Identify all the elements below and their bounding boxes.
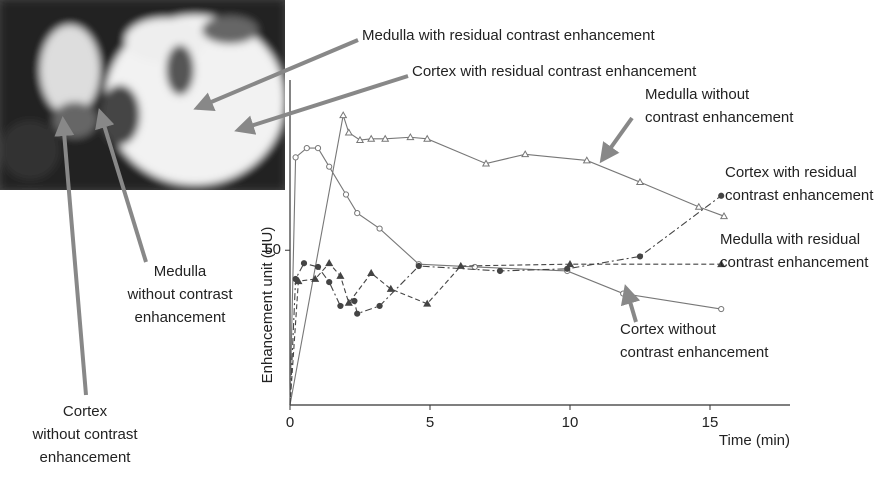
point [694, 202, 703, 210]
point [719, 211, 729, 220]
annotation: Medulla with residual contrast enhanceme… [362, 27, 655, 44]
annotation-arrow [95, 108, 148, 263]
annotation-arrow [54, 116, 88, 396]
annotation: Cortex without [620, 321, 717, 338]
point [339, 111, 348, 119]
series-line [289, 115, 725, 406]
x-tick-label: 10 [562, 414, 579, 431]
point [300, 260, 308, 267]
point [718, 305, 725, 313]
point [336, 271, 345, 279]
annotation: contrast enhancement [725, 187, 874, 204]
point [381, 134, 390, 142]
point [314, 263, 322, 271]
annotation: contrast enhancement [645, 109, 794, 126]
point [314, 144, 322, 152]
point [481, 159, 491, 167]
annotation: Cortex with residual contrast enhancemen… [412, 63, 697, 80]
point [386, 284, 395, 292]
point [351, 297, 358, 305]
point [582, 156, 591, 164]
annotation-arrow [599, 116, 634, 164]
annotation: Cortex [63, 403, 108, 420]
point [635, 177, 645, 186]
x-axis-label: Time (min) [719, 432, 790, 449]
annotation: without contrast [126, 286, 233, 303]
annotation: Medulla [154, 263, 207, 280]
point [376, 225, 383, 232]
annotation-arrow [620, 284, 641, 323]
point [342, 191, 350, 198]
y-tick-label: 50 [264, 241, 281, 258]
point [376, 302, 383, 310]
x-tick-label: 15 [702, 414, 719, 431]
ct-image [0, 0, 285, 190]
annotation: enhancement [135, 309, 227, 326]
point [311, 274, 320, 282]
x-tick-label: 0 [286, 414, 294, 431]
point [423, 134, 432, 142]
point [354, 310, 361, 317]
annotation: Medulla with residual [720, 231, 860, 248]
series-line [289, 262, 722, 406]
annotation: contrast enhancement [620, 344, 769, 361]
point [344, 128, 353, 136]
point [521, 150, 530, 158]
point [367, 134, 376, 142]
point [456, 261, 465, 269]
annotation: without contrast [31, 426, 138, 443]
annotation-arrow [193, 38, 359, 111]
annotation-arrow [234, 74, 409, 135]
point [326, 279, 333, 286]
point [636, 253, 644, 260]
point [496, 267, 504, 275]
point [718, 192, 725, 199]
point [367, 268, 376, 277]
point [406, 133, 415, 141]
point [717, 259, 726, 268]
annotation: enhancement [40, 449, 132, 466]
point [303, 144, 310, 152]
y-axis-label: Enhancement unit (HU) [259, 227, 276, 384]
annotation: Cortex with residual [725, 164, 857, 181]
point [423, 299, 432, 307]
annotation: Medulla without [645, 86, 750, 103]
point [565, 259, 575, 268]
point [355, 135, 365, 143]
point [292, 154, 299, 161]
point [344, 298, 353, 306]
point [354, 209, 361, 217]
annotation: contrast enhancement [720, 254, 869, 271]
point [337, 302, 344, 310]
point [294, 276, 303, 285]
point [471, 263, 478, 271]
point [325, 259, 334, 267]
point [415, 262, 422, 270]
point [326, 163, 333, 170]
x-tick-label: 5 [426, 414, 434, 431]
series-line [289, 147, 722, 406]
